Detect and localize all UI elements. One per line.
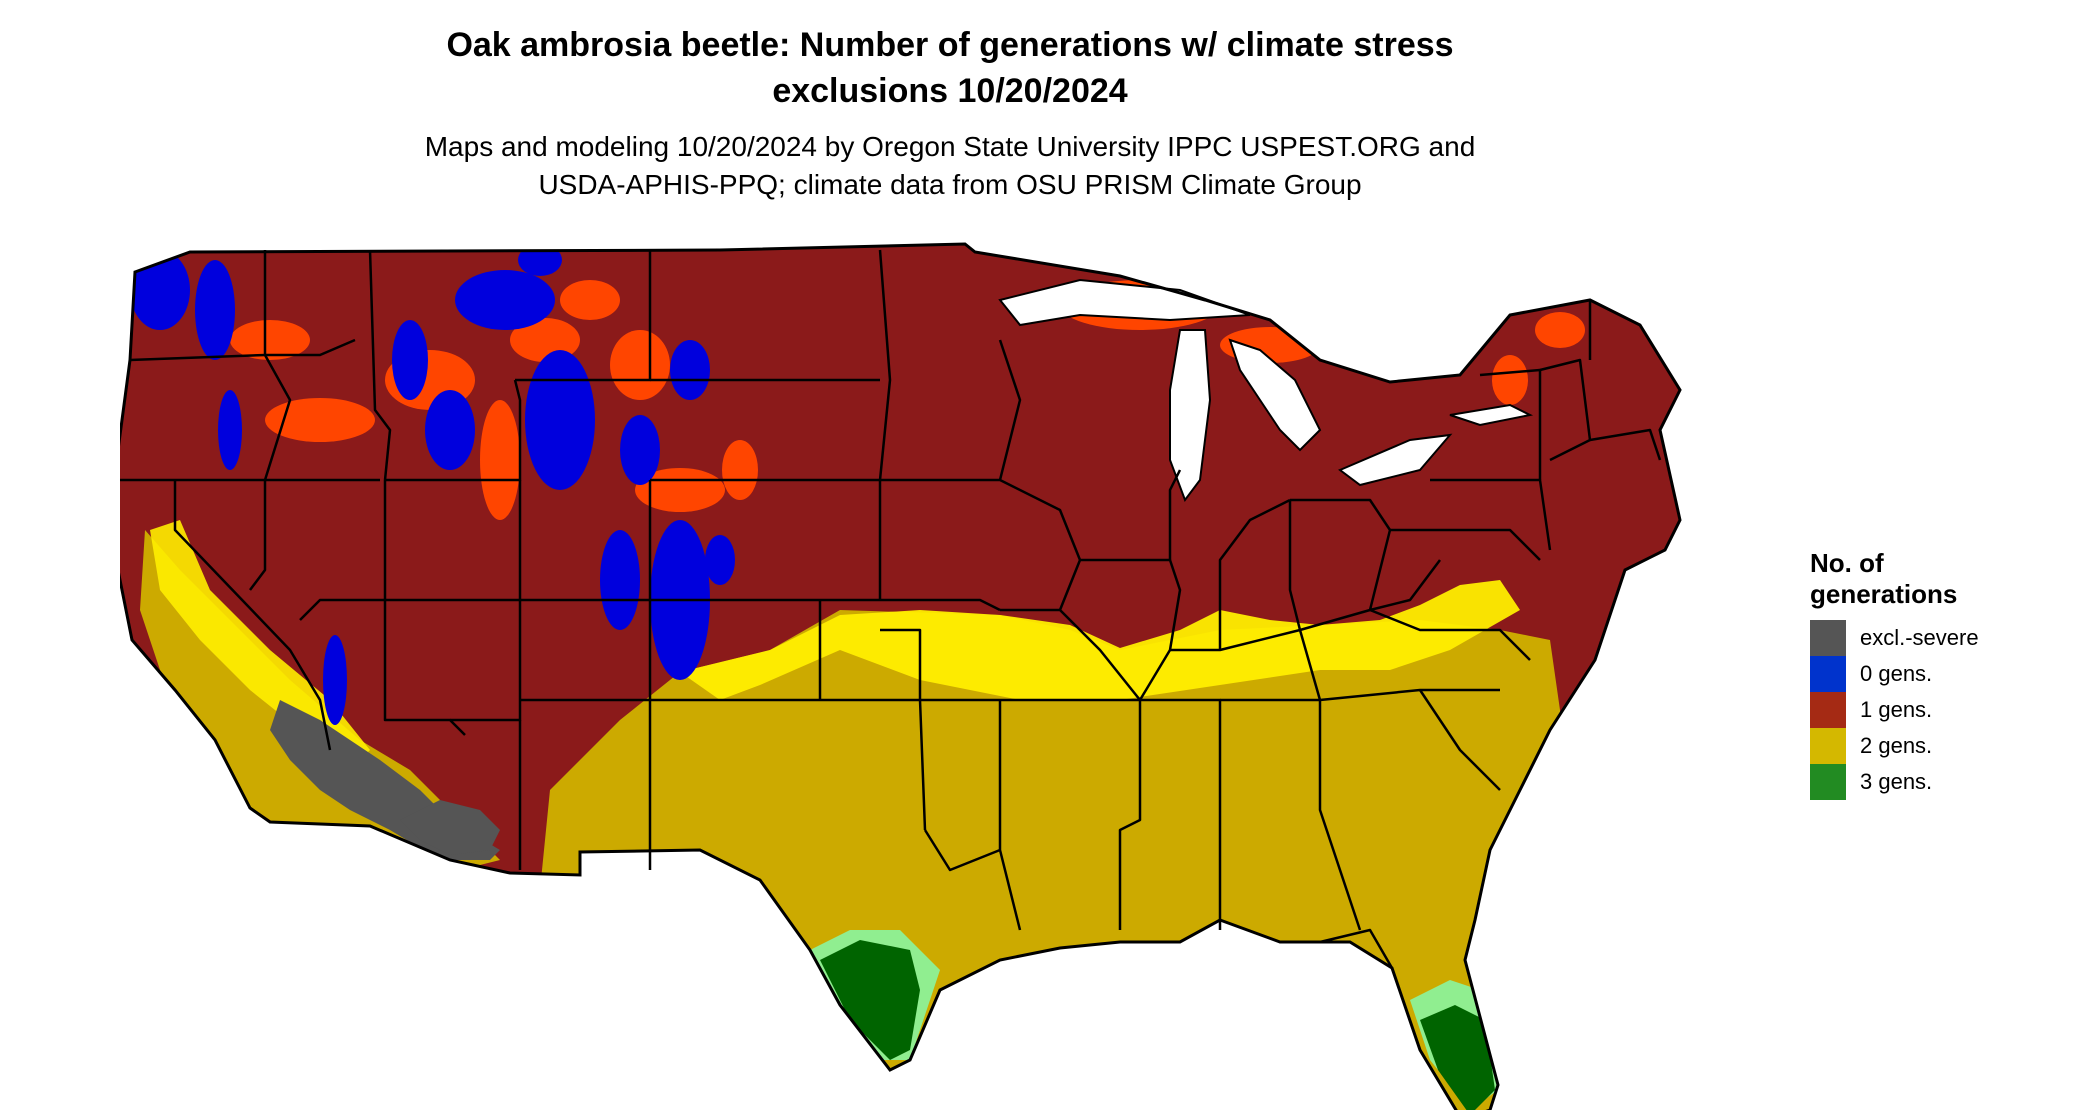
state-borders <box>120 249 1662 969</box>
zone-0-gens-patches <box>130 244 735 725</box>
legend-item-0-gens: 0 gens. <box>1810 656 1979 692</box>
legend-label: 2 gens. <box>1860 733 1933 758</box>
zone-3-gens-florida <box>1420 1005 1495 1110</box>
map-legend: No. of generations excl.-severe 0 gens. … <box>1810 548 1979 800</box>
legend-swatch <box>1810 728 1846 764</box>
legend-title-line-1: No. of <box>1810 548 1884 578</box>
map-title-line-1: Oak ambrosia beetle: Number of generatio… <box>446 26 1454 64</box>
great-lakes <box>998 278 1534 503</box>
legend-item-2-gens: 2 gens. <box>1810 728 1979 764</box>
map-title: Oak ambrosia beetle: Number of generatio… <box>0 22 1900 114</box>
us-generations-map <box>120 242 1682 1110</box>
legend-swatch <box>1810 692 1846 728</box>
map-subtitle-line-2: USDA-APHIS-PPQ; climate data from OSU PR… <box>538 169 1362 200</box>
zone-excluded-arizona <box>400 800 500 855</box>
zone-3-gens-texas <box>820 940 920 1060</box>
legend-item-3-gens: 3 gens. <box>1810 764 1979 800</box>
legend-title-line-2: generations <box>1810 579 1958 609</box>
zone-2-gens-transition-west <box>150 520 370 770</box>
map-subtitle-line-1: Maps and modeling 10/20/2024 by Oregon S… <box>424 131 1476 162</box>
legend-label: 0 gens. <box>1860 661 1933 686</box>
legend-swatch <box>1810 620 1846 656</box>
legend-label: 3 gens. <box>1860 769 1933 794</box>
legend-title: No. of generations <box>1810 548 1979 610</box>
legend-item-excl-severe: excl.-severe <box>1810 620 1979 656</box>
legend-swatch <box>1810 764 1846 800</box>
generation-zones <box>120 244 1680 1110</box>
map-title-line-2: exclusions 10/20/2024 <box>772 72 1128 110</box>
legend-label: 1 gens. <box>1860 697 1933 722</box>
legend-swatch <box>1810 656 1846 692</box>
legend-item-1-gens: 1 gens. <box>1810 692 1979 728</box>
legend-label: excl.-severe <box>1860 625 1979 650</box>
zone-2-gens-transition <box>680 580 1520 700</box>
map-subtitle: Maps and modeling 10/20/2024 by Oregon S… <box>0 128 1900 204</box>
